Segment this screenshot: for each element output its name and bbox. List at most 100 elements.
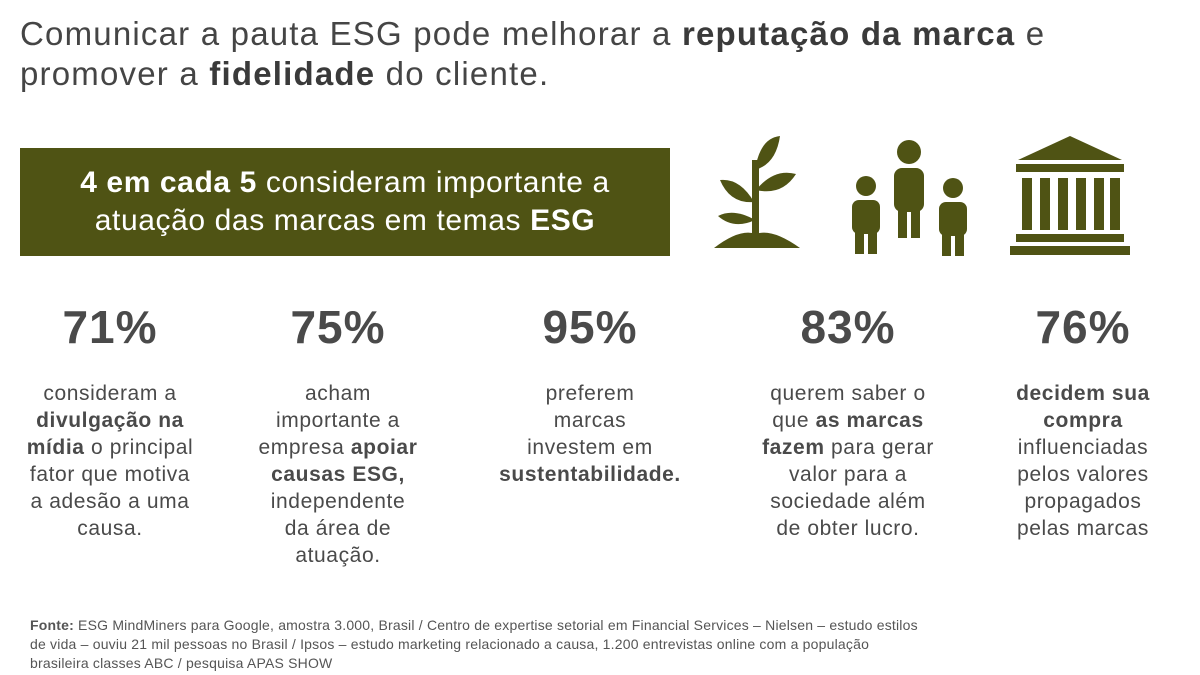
highlight-box: 4 em cada 5 consideram importante a atuaç… [20,148,670,256]
text-segment: pelos valores [1017,463,1149,486]
text-segment: influenciadas [1017,436,1149,459]
stat-value: 95% [542,301,638,353]
text-line: consideram a [0,380,230,407]
text-line: decidem sua [963,380,1200,407]
stat-description: acham importante a empresa apoiar causas ES… [218,380,458,569]
text-line: atuação das marcas em temas ESG [95,202,595,240]
text-segment: causa. [77,517,143,540]
text-segment: do cliente. [375,55,550,92]
text-segment: atuação das marcas em temas [94,204,531,237]
text-segment: propagados [1024,490,1142,513]
text-segment: sustentabilidade. [499,463,681,486]
text-segment: ESG [530,204,596,237]
text-line: que as marcas [728,407,968,434]
text-segment: importante a [276,409,400,432]
text-segment: decidem sua [1016,382,1150,405]
text-line: atuação. [218,542,458,569]
text-segment: investem em [527,436,653,459]
text-line: Fonte: ESG MindMiners para Google, amost… [30,616,918,635]
text-segment: ESG MindMiners para Google, amostra 3.00… [73,617,918,633]
stat-value: 76% [1035,301,1131,353]
text-segment: de vida – ouviu 21 mil pessoas no Brasil… [30,636,870,652]
text-segment: fazem [762,436,825,459]
text-line: investem em [470,434,710,461]
text-line: de obter lucro. [728,515,968,542]
text-line: da área de [218,515,458,542]
stat-description: querem saber o que as marcas fazem para ge… [728,380,968,542]
text-segment: 4 em cada 5 [80,166,257,199]
text-line: de vida – ouviu 21 mil pessoas no Brasil… [30,635,918,654]
text-segment: para gerar [824,436,934,459]
text-segment: promover a [20,55,210,92]
text-line: pelas marcas [963,515,1200,542]
text-line: importante a [218,407,458,434]
text-segment: o principal [84,436,194,459]
text-segment: independente [270,490,406,513]
text-line: causas ESG, [218,461,458,488]
stat-column: 76% decidem sua compra influenciadas pelos v… [963,300,1200,542]
stat-value: 83% [800,301,896,353]
text-segment: Fonte: [30,617,74,633]
text-segment: fidelidade [209,55,376,92]
text-segment: brasileira classes ABC / pesquisa APAS S… [30,655,333,671]
text-segment: marcas [553,409,627,432]
text-segment: as marcas [815,409,924,432]
text-line: divulgação na [0,407,230,434]
text-line: marcas [470,407,710,434]
text-line: propagados [963,488,1200,515]
plant-icon [714,136,800,248]
text-segment: empresa [258,436,351,459]
text-line: independente [218,488,458,515]
text-line: sustentabilidade. [470,461,710,488]
text-line: influenciadas [963,434,1200,461]
text-segment: mídia [26,436,85,459]
text-line: Comunicar a pauta ESG pode melhorar a re… [20,14,1045,54]
text-line: fazem para gerar [728,434,968,461]
stat-column: 75% acham importante a empresa apoiar causas… [218,300,458,569]
text-segment: preferem [545,382,635,405]
stat-column: 95% preferem marcas investem em sustentabili… [470,300,710,488]
stat-value: 71% [62,301,158,353]
text-line: compra [963,407,1200,434]
stat-description: decidem sua compra influenciadas pelos valo… [963,380,1200,542]
text-segment: fator que motiva [29,463,191,486]
building-icon [1010,136,1130,255]
text-line: 4 em cada 5 consideram importante a [80,164,610,202]
text-segment: apoiar [350,436,418,459]
text-line: valor para a [728,461,968,488]
stat-column: 71% consideram a divulgação na mídia o prin… [0,300,230,542]
text-line: a adesão a uma [0,488,230,515]
footer: Fonte: ESG MindMiners para Google, amost… [30,616,918,673]
text-line: empresa apoiar [218,434,458,461]
stat-value: 75% [290,301,386,353]
text-line: brasileira classes ABC / pesquisa APAS S… [30,654,918,673]
text-segment: e [1015,15,1046,52]
text-segment: causas ESG, [271,463,405,486]
stat-column: 83% querem saber o que as marcas fazem para… [728,300,968,542]
headline: Comunicar a pauta ESG pode melhorar a re… [20,14,1045,94]
text-segment: acham [304,382,372,405]
text-segment: sociedade além [770,490,926,513]
text-line: querem saber o [728,380,968,407]
icons [714,136,1130,256]
text-line: mídia o principal [0,434,230,461]
text-segment: de obter lucro. [776,517,920,540]
text-line: causa. [0,515,230,542]
text-line: fator que motiva [0,461,230,488]
stat-description: preferem marcas investem em sustentabilidad… [470,380,710,488]
text-line: promover a fidelidade do cliente. [20,54,1045,94]
text-segment: compra [1043,409,1123,432]
text-segment: a adesão a uma [30,490,190,513]
text-line: sociedade além [728,488,968,515]
text-segment: valor para a [788,463,908,486]
text-segment: da área de [284,517,392,540]
text-line: preferem [470,380,710,407]
people-icon [852,140,967,256]
text-segment: que [772,409,816,432]
text-segment: atuação. [295,544,381,567]
text-segment: Comunicar a pauta ESG pode melhorar a [20,15,682,52]
text-segment: querem saber o [770,382,926,405]
text-segment: consideram importante a [256,166,610,199]
text-line: pelos valores [963,461,1200,488]
